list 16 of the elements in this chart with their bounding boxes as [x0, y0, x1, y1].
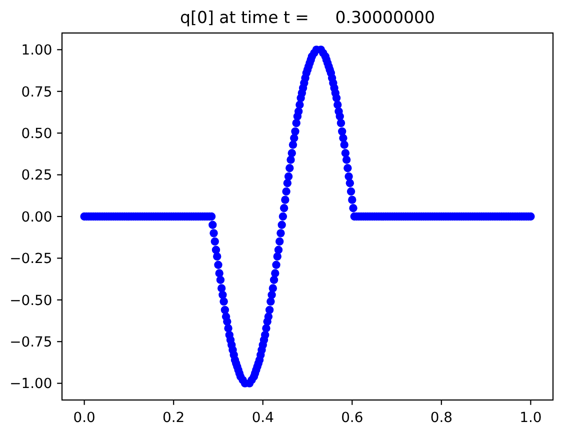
y-tick-label: 0.75 [21, 84, 52, 100]
y-tick-label: 0.25 [21, 168, 52, 184]
y-tick-label: −1.00 [10, 376, 52, 392]
y-tick-label: −0.75 [10, 334, 52, 350]
y-tick-label: −0.25 [10, 251, 52, 268]
x-tick-label: 1.0 [520, 410, 542, 426]
x-tick-label: 0.4 [252, 410, 274, 426]
y-tick-label: 0.00 [21, 209, 52, 226]
y-tick-label: 1.00 [21, 42, 52, 59]
x-tick-label: 0.6 [341, 410, 364, 426]
x-tick-label: 0.8 [430, 410, 452, 426]
x-tick-label: 0.2 [162, 410, 185, 426]
x-tick-label: 0.0 [73, 410, 96, 426]
y-tick-label: −0.50 [10, 292, 52, 309]
y-tick-label: 0.50 [21, 126, 52, 142]
chart-title: q[0] at time t = 0.30000000 [180, 8, 435, 27]
